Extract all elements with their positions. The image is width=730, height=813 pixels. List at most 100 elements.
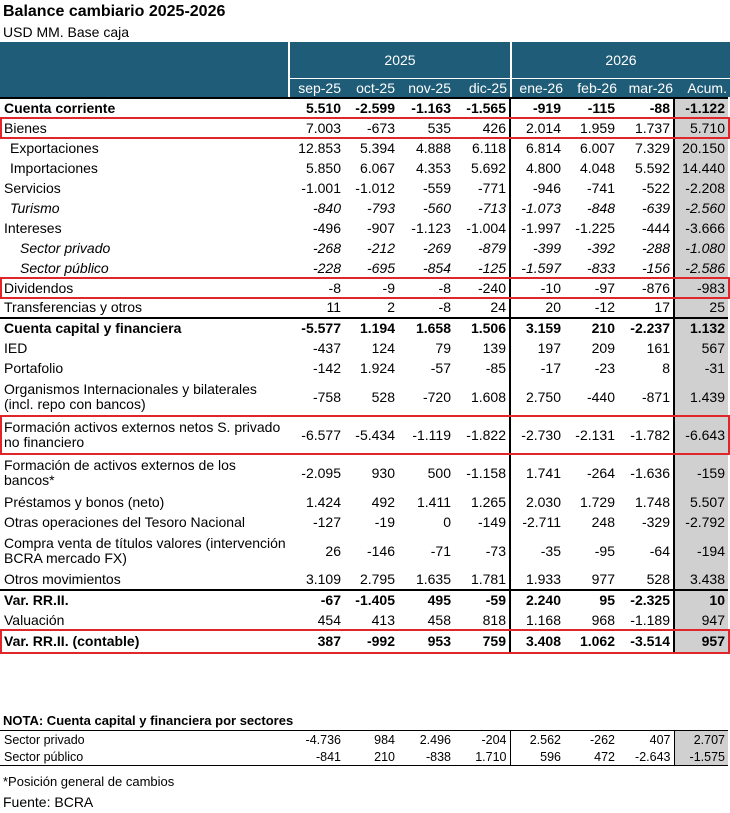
cell-value: -228 (312, 259, 341, 276)
footnote: *Posición general de cambios (3, 774, 175, 789)
cell-value: -720 (422, 388, 451, 405)
table-row: Formación activos externos netos S. priv… (0, 416, 728, 454)
cell-value: -848 (586, 199, 615, 216)
row-label: Sector privado (0, 730, 290, 748)
cell-value: -1.158 (454, 454, 511, 492)
cell-value: 5.850 (305, 159, 341, 176)
cell-value: -125 (454, 258, 511, 278)
month-header: Acum. (676, 79, 730, 97)
cell-value: 1.748 (618, 492, 675, 512)
cell-value: 818 (454, 610, 511, 630)
cell-value: -3.514 (618, 630, 675, 654)
cell-value: -12 (564, 298, 618, 319)
cell-value: 248 (591, 513, 615, 530)
cell-value: 1.635 (398, 570, 454, 591)
table-row: Bienes 7.003 -673 535 426 2.014 1.959 1.737 5.71… (0, 118, 728, 138)
cell-value: -2.560 (674, 198, 728, 218)
cell-value: 12.853 (298, 139, 341, 156)
cell-value: 957 (674, 630, 728, 654)
table-row: Intereses -496 -907 -1.123 -1.004 -1.997 -1.22… (0, 218, 728, 238)
cell-value: -2.599 (344, 97, 398, 118)
cell-value: 3.159 (525, 320, 561, 336)
cell-value: 953 (398, 630, 454, 654)
cell-value: 984 (344, 730, 398, 748)
cell-value: 209 (591, 339, 615, 356)
cell-value: -5.577 (301, 320, 341, 336)
cell-value: 3.109 (290, 570, 344, 591)
cell-value: -67 (320, 592, 341, 608)
table-row: Importaciones 5.850 6.067 4.353 5.692 4.800 4.… (0, 158, 728, 178)
cell-value: -1.073 (521, 199, 561, 216)
cell-value: -240 (454, 278, 511, 298)
month-header: nov-25 (398, 79, 454, 97)
cell-value: -840 (312, 199, 341, 216)
cell-value: 1.933 (510, 570, 564, 591)
cell-value: -392 (586, 239, 615, 256)
cell-value: -2.711 (522, 513, 561, 530)
row-label: Var. RR.II. (4, 592, 69, 608)
table-row: Préstamos y bonos (neto) 1.424 492 1.411 1.2… (0, 492, 728, 512)
row-label: Turismo (10, 199, 60, 216)
cell-value: -149 (454, 512, 511, 532)
cell-value: -57 (430, 359, 451, 376)
row-label: Bienes (4, 119, 47, 136)
cell-value: -793 (366, 199, 395, 216)
cell-value: 0 (443, 513, 451, 530)
cell-value: 2.750 (525, 388, 561, 405)
row-label: Préstamos y bonos (neto) (4, 493, 165, 510)
year-label-2026: 2026 (605, 52, 637, 68)
cell-value: 7.329 (618, 138, 675, 158)
cell-value: -2.237 (618, 318, 675, 338)
table-row: Portafolio -142 1.924 -57 -85 -17 -23 8 -31 (0, 358, 728, 378)
cell-value: -6.577 (301, 426, 341, 443)
cell-value: -264 (586, 464, 615, 481)
cell-value: 20.150 (674, 138, 728, 158)
cell-value: 161 (618, 338, 675, 358)
cell-value: -59 (454, 590, 511, 610)
cell-value: 11 (290, 298, 344, 319)
cell-value: -833 (586, 259, 615, 276)
table-row: Var. RR.II. -67 -1.405 495 -59 2.240 95 -2.325 1… (0, 590, 728, 610)
cell-value: 5.592 (618, 158, 675, 178)
cell-value: -2.208 (674, 178, 728, 198)
cell-value: 1.411 (417, 493, 451, 510)
row-label: Compra venta de títulos valores (interve… (4, 535, 286, 566)
cell-value: -95 (594, 542, 615, 559)
cell-value: -142 (312, 359, 341, 376)
cell-value: -1.575 (674, 748, 728, 766)
cell-value: -2.792 (674, 512, 728, 532)
cell-value: -758 (312, 388, 341, 405)
row-label: Otros movimientos (0, 570, 290, 591)
cell-value: -907 (366, 219, 395, 236)
cell-value: -85 (454, 358, 511, 378)
cell-value: 1.737 (618, 118, 675, 138)
cell-value: 2.707 (674, 730, 728, 748)
month-header: oct-25 (344, 79, 398, 97)
cell-value: -1.163 (398, 97, 454, 118)
table-row: Dividendos -8 -9 -8 -240 -10 -97 -876 -983 (0, 278, 728, 298)
cell-value: 567 (674, 338, 728, 358)
header-label-band (0, 42, 288, 97)
cell-value: 5.710 (674, 118, 728, 138)
cell-value: 458 (427, 611, 451, 628)
row-label: Cuenta corriente (0, 97, 290, 118)
table-row: Cuenta capital y financiera -5.577 1.194 1.… (0, 318, 728, 338)
cell-value: -838 (398, 748, 454, 766)
cell-value: 1.062 (564, 630, 618, 654)
cell-value: 977 (564, 570, 618, 591)
cell-value: -440 (586, 388, 615, 405)
cell-value: 500 (427, 464, 451, 481)
cell-value: -288 (618, 238, 675, 258)
table-row: Compra venta de títulos valores (interve… (0, 532, 728, 570)
cell-value: 6.118 (454, 138, 511, 158)
cell-value: -695 (366, 259, 395, 276)
cell-value: -399 (532, 239, 561, 256)
cell-value: 426 (454, 118, 511, 138)
table-row: Sector privado -268 -212 -269 -879 -399 -392 -2… (0, 238, 728, 258)
table-row: Sector público -228 -695 -854 -125 -1.597 -833… (0, 258, 728, 278)
cell-value: -522 (618, 178, 675, 198)
cell-value: -876 (618, 278, 675, 298)
cell-value: 407 (618, 730, 675, 748)
cell-value: 4.353 (415, 159, 451, 176)
cell-value: -204 (454, 730, 511, 748)
